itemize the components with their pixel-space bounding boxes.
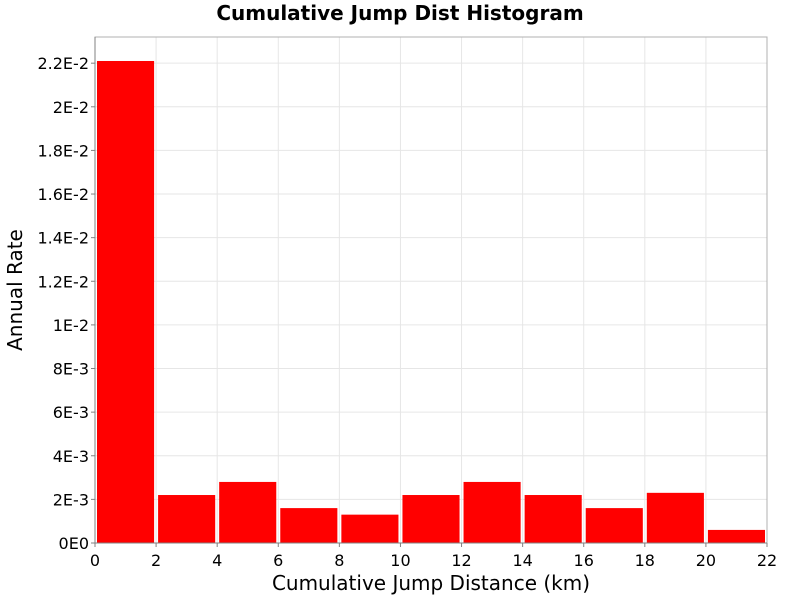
- y-tick-label: 1E-2: [53, 316, 89, 335]
- y-tick-label: 2E-3: [53, 490, 89, 509]
- histogram-bar: [402, 495, 460, 543]
- x-tick-label: 22: [757, 551, 777, 570]
- x-tick-label: 14: [512, 551, 532, 570]
- histogram-bar: [707, 529, 765, 543]
- histogram-bar: [158, 495, 216, 543]
- y-tick-label: 1.2E-2: [37, 272, 89, 291]
- x-tick-label: 18: [635, 551, 655, 570]
- x-tick-label: 12: [451, 551, 471, 570]
- x-axis-label: Cumulative Jump Distance (km): [272, 571, 590, 595]
- histogram-bar: [97, 60, 155, 543]
- y-tick-label: 4E-3: [53, 447, 89, 466]
- histogram-bar: [463, 481, 521, 543]
- y-tick-label: 8E-3: [53, 360, 89, 379]
- histogram-bar: [646, 492, 704, 543]
- x-tick-label: 2: [151, 551, 161, 570]
- histogram-bar: [280, 508, 338, 543]
- x-axis-ticks: 0 2 4 6 8 10 12 14 16 18 20 22: [90, 543, 777, 570]
- plot-area-border: [94, 36, 768, 544]
- axes: [94, 37, 767, 544]
- x-tick-label: 10: [390, 551, 410, 570]
- histogram-bar: [341, 514, 399, 543]
- x-tick-label: 16: [574, 551, 594, 570]
- y-tick-label: 2E-2: [53, 98, 89, 117]
- chart-title: Cumulative Jump Dist Histogram: [216, 1, 583, 25]
- x-tick-label: 4: [212, 551, 222, 570]
- y-axis-ticks: 0E0 2E-3 4E-3 6E-3 8E-3 1E-2 1.2E-2 1.4E-2 1.6E-…: [37, 54, 95, 553]
- histogram-bar: [585, 508, 643, 543]
- y-tick-label: 1.8E-2: [37, 141, 89, 160]
- x-tick-label: 6: [273, 551, 283, 570]
- x-tick-label: 8: [334, 551, 344, 570]
- y-tick-label: 1.6E-2: [37, 185, 89, 204]
- y-axis-label: Annual Rate: [3, 229, 27, 351]
- bars: [97, 60, 765, 543]
- y-tick-label: 1.4E-2: [37, 229, 89, 248]
- x-tick-label: 0: [90, 551, 100, 570]
- y-tick-label: 2.2E-2: [37, 54, 89, 73]
- x-tick-label: 20: [696, 551, 716, 570]
- histogram-bar: [219, 481, 277, 543]
- y-tick-label: 0E0: [59, 534, 89, 553]
- histogram-bar: [524, 495, 582, 543]
- grid-lines: [95, 37, 767, 543]
- y-tick-label: 6E-3: [53, 403, 89, 422]
